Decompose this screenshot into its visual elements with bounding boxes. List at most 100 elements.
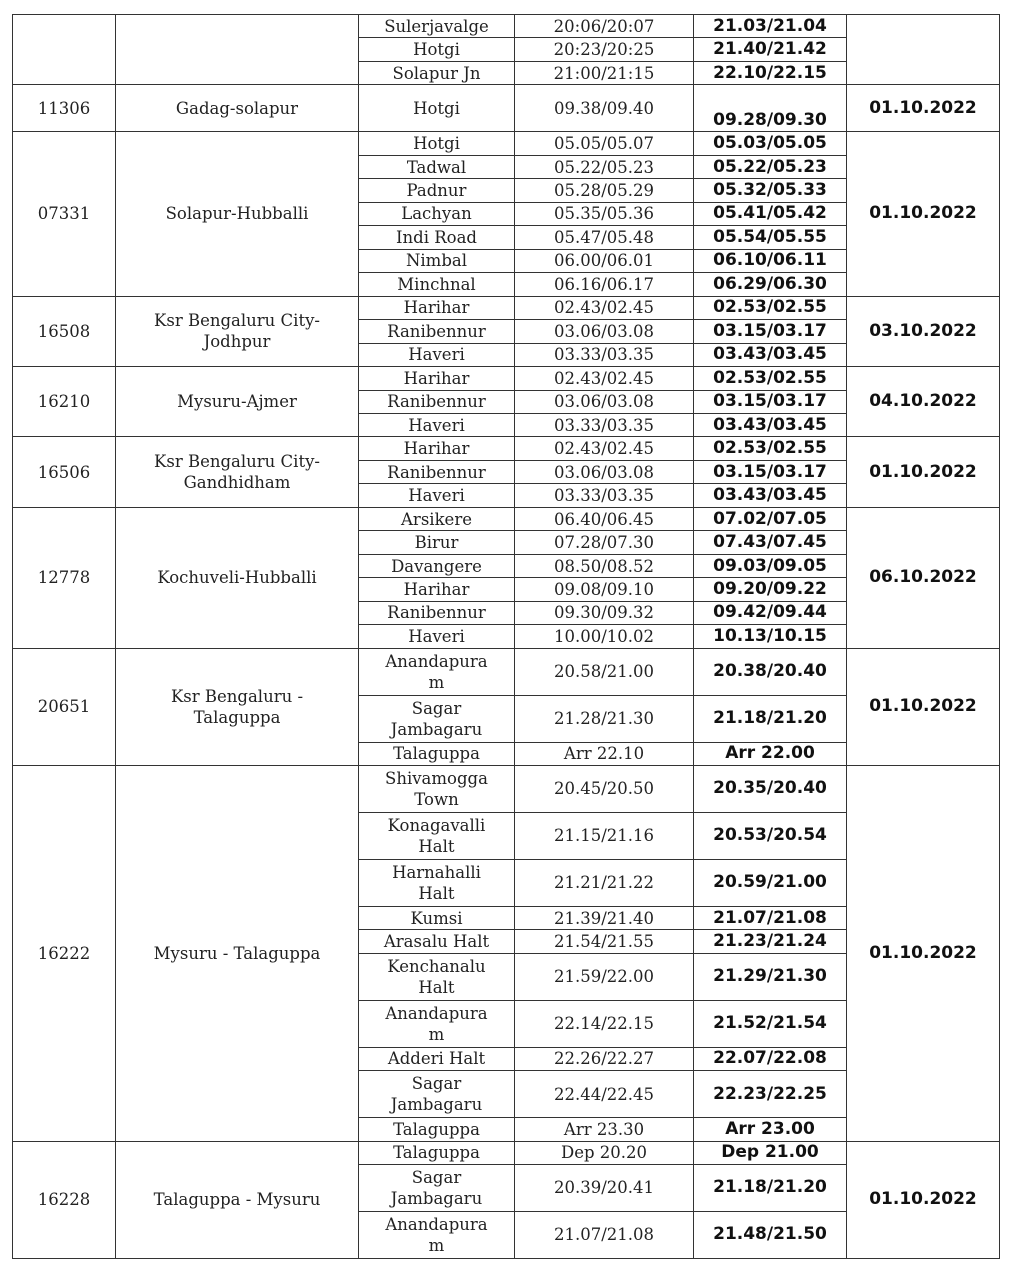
table-row: Nimbal 06.00/06.01 06.10/06.11	[13, 248, 1000, 274]
train-number-cell	[12, 13, 116, 86]
new-timing-cell: 21.18/21.20	[693, 1163, 847, 1212]
new-timing-cell: 20.59/21.00	[693, 858, 847, 907]
station-cell: Nimbal	[358, 248, 515, 274]
station-cell: Tadwal	[358, 154, 515, 180]
station-cell: Adderi Halt	[358, 1046, 515, 1072]
old-timing-cell: 10.00/10.02	[514, 624, 694, 649]
new-timing-cell: 05.22/05.23	[693, 154, 847, 180]
new-timing-cell: 09.03/09.05	[693, 553, 847, 579]
new-timing-cell: Arr 23.00	[693, 1117, 847, 1142]
table-row: Konagavalli Halt 21.15/21.16 20.53/20.54	[13, 811, 1000, 860]
table-row: 12778 Kochuveli-Hubballi Arsikere 06.40/06.…	[12, 506, 1000, 649]
new-timing-cell: 21.52/21.54	[693, 999, 847, 1048]
station-cell: Harihar	[358, 295, 515, 321]
train-number-cell: 12778	[12, 506, 116, 649]
new-timing-cell: 20.35/20.40	[693, 765, 847, 813]
table-row: Sulerjavalge 20:06/20:07 21.03/21.04	[12, 13, 1000, 86]
new-timing-cell: 21.40/21.42	[693, 37, 847, 62]
station-cell: Sagar Jambagaru	[358, 1070, 515, 1119]
old-timing-cell: 09.30/09.32	[514, 600, 694, 626]
effective-date-cell: 01.10.2022	[846, 765, 1000, 1142]
train-number-cell: 16210	[12, 366, 116, 438]
old-timing-cell: 05.47/05.48	[514, 225, 694, 250]
station-cell: Haveri	[358, 624, 515, 649]
train-number-cell: 16508	[12, 295, 116, 368]
effective-date-cell: 01.10.2022	[846, 84, 1000, 133]
table-row: 16210 Mysuru-Ajmer Harihar 02.43/02.45 02.53…	[12, 366, 1000, 438]
old-timing-cell: 22.44/22.45	[514, 1070, 694, 1119]
old-timing-cell: 03.06/03.08	[514, 389, 694, 414]
station-cell: Padnur	[358, 178, 515, 203]
new-timing-cell: 21.07/21.08	[693, 905, 847, 931]
station-cell: Talaguppa	[358, 1140, 515, 1165]
new-timing-cell: 06.29/06.30	[693, 272, 847, 297]
old-timing-cell: 03.33/03.35	[514, 412, 694, 438]
train-timing-table: Sulerjavalge 20:06/20:07 21.03/21.04 Hotgi 2…	[12, 13, 1000, 1259]
effective-date-cell: 01.10.2022	[846, 1140, 1000, 1259]
old-timing-cell: 21:00/21:15	[514, 60, 694, 86]
station-cell: Sagar Jambagaru	[358, 694, 515, 743]
train-route-cell: Ksr Bengaluru - Talaguppa	[115, 647, 359, 767]
table-row: 16228 Talaguppa - Mysuru Talaguppa Dep 20.2…	[12, 1140, 1000, 1259]
station-cell: Haveri	[358, 342, 515, 368]
new-timing-cell: 02.53/02.55	[693, 436, 847, 461]
station-cell: Ranibennur	[358, 389, 515, 414]
new-timing-cell: 03.15/03.17	[693, 389, 847, 414]
old-timing-cell: 06.00/06.01	[514, 248, 694, 274]
station-cell: Talaguppa	[358, 741, 515, 767]
new-timing-cell: 07.02/07.05	[693, 506, 847, 532]
new-timing-cell: 22.07/22.08	[693, 1046, 847, 1072]
table-row: Haveri 03.33/03.35 03.43/03.45	[13, 342, 1000, 368]
train-route-cell: Talaguppa - Mysuru	[115, 1140, 359, 1259]
old-timing-cell: 03.06/03.08	[514, 459, 694, 485]
old-timing-cell: 03.06/03.08	[514, 319, 694, 344]
new-timing-cell: 07.43/07.45	[693, 530, 847, 555]
table-row: Ranibennur 03.06/03.08 03.15/03.17	[13, 459, 1000, 485]
station-cell: Lachyan	[358, 201, 515, 227]
station-cell: Anandapura m	[358, 1210, 515, 1259]
old-timing-cell: 20:23/20:25	[514, 37, 694, 62]
station-cell: Hotgi	[358, 84, 515, 133]
station-cell: Davangere	[358, 553, 515, 579]
effective-date-cell: 06.10.2022	[846, 506, 1000, 649]
effective-date-cell: 01.10.2022	[846, 436, 1000, 508]
old-timing-cell: Arr 22.10	[514, 741, 694, 767]
new-timing-cell: 03.15/03.17	[693, 319, 847, 344]
new-timing-cell: 09.28/09.30	[693, 84, 847, 133]
new-timing-cell: 03.15/03.17	[693, 459, 847, 485]
old-timing-cell: 02.43/02.45	[514, 295, 694, 321]
new-timing-cell: Dep 21.00	[693, 1140, 847, 1165]
old-timing-cell: 02.43/02.45	[514, 436, 694, 461]
train-route-cell	[115, 13, 359, 86]
new-timing-cell: 02.53/02.55	[693, 295, 847, 321]
station-cell: Ranibennur	[358, 319, 515, 344]
new-timing-cell: 21.03/21.04	[693, 13, 847, 39]
station-cell: Ranibennur	[358, 600, 515, 626]
new-timing-cell: 09.42/09.44	[693, 600, 847, 626]
new-timing-cell: 21.18/21.20	[693, 694, 847, 743]
station-cell: Ranibennur	[358, 459, 515, 485]
train-number-cell: 11306	[12, 84, 116, 133]
station-cell: Minchnal	[358, 272, 515, 297]
table-row: Talaguppa Arr 22.10 Arr 22.00	[13, 741, 1000, 767]
table-row: Ranibennur 03.06/03.08 03.15/03.17	[13, 389, 1000, 414]
table-body: Sulerjavalge 20:06/20:07 21.03/21.04 Hotgi 2…	[12, 13, 1000, 1259]
station-cell: Birur	[358, 530, 515, 555]
new-timing-cell: 21.48/21.50	[693, 1210, 847, 1259]
table-row: Kumsi 21.39/21.40 21.07/21.08	[13, 905, 1000, 931]
effective-date-cell: 04.10.2022	[846, 366, 1000, 438]
old-timing-cell: 22.14/22.15	[514, 999, 694, 1048]
old-timing-cell: 05.28/05.29	[514, 178, 694, 203]
table-row: Sagar Jambagaru 20.39/20.41 21.18/21.20	[13, 1163, 1000, 1212]
train-route-cell: Mysuru-Ajmer	[115, 366, 359, 438]
station-cell: Haveri	[358, 483, 515, 508]
table-row: 16222 Mysuru - Talaguppa Shivamogga Town 20…	[12, 765, 1000, 1142]
effective-date-cell: 01.10.2022	[846, 647, 1000, 767]
train-route-cell: Ksr Bengaluru City- Jodhpur	[115, 295, 359, 368]
effective-date-cell: 03.10.2022	[846, 295, 1000, 368]
station-cell: Harnahalli Halt	[358, 858, 515, 907]
new-timing-cell: 20.38/20.40	[693, 647, 847, 696]
old-timing-cell: 05.35/05.36	[514, 201, 694, 227]
train-route-cell: Ksr Bengaluru City- Gandhidham	[115, 436, 359, 508]
table-row: Adderi Halt 22.26/22.27 22.07/22.08	[13, 1046, 1000, 1072]
